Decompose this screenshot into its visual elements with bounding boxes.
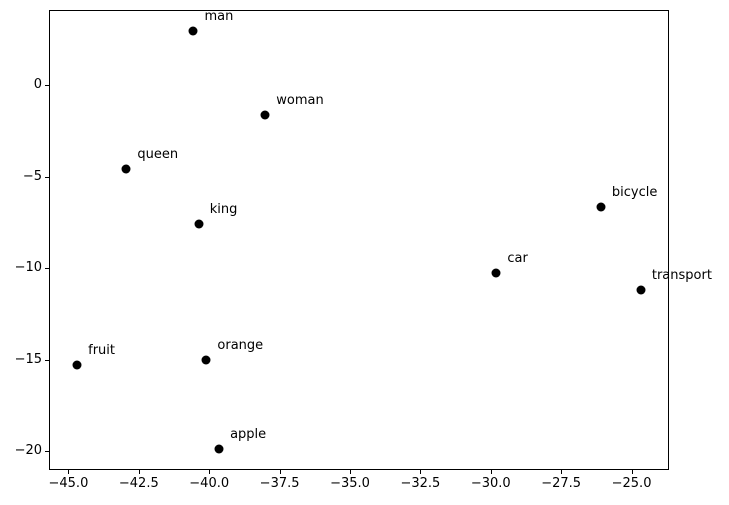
y-tick-mark [45, 451, 49, 453]
y-tick-label: −5 [22, 168, 42, 184]
point-label-queen: queen [137, 146, 179, 162]
data-point-orange [201, 355, 211, 365]
x-tick-label: −37.5 [259, 476, 300, 491]
plot-area [49, 10, 669, 470]
x-tick-mark [561, 470, 563, 474]
x-tick-mark [490, 470, 492, 474]
point-label-king: king [209, 201, 238, 217]
x-tick-label: −25.0 [611, 476, 652, 491]
x-tick-label: −32.5 [400, 476, 441, 491]
y-tick-label: −20 [14, 443, 42, 459]
data-point-queen [121, 164, 131, 174]
x-tick-mark [279, 470, 281, 474]
y-tick-label: −10 [14, 260, 42, 276]
point-label-bicycle: bicycle [611, 184, 658, 200]
x-tick-label: −40.0 [189, 476, 230, 491]
x-tick-label: −42.5 [118, 476, 159, 491]
point-label-transport: transport [651, 267, 712, 283]
point-label-orange: orange [217, 337, 264, 353]
point-label-apple: apple [230, 427, 267, 443]
y-tick-mark [45, 359, 49, 361]
point-label-fruit: fruit [88, 342, 116, 358]
x-tick-label: −27.5 [541, 476, 582, 491]
data-point-apple [214, 444, 224, 454]
data-point-woman [260, 110, 270, 120]
data-point-transport [636, 285, 646, 294]
x-tick-label: −35.0 [330, 476, 370, 491]
y-tick-label: 0 [33, 77, 42, 93]
point-label-man: man [204, 8, 234, 24]
y-tick-mark [45, 85, 49, 87]
point-label-woman: woman [276, 92, 324, 108]
x-tick-label: −45.0 [48, 476, 89, 491]
x-tick-mark [420, 470, 422, 474]
y-tick-label: −15 [14, 351, 42, 367]
point-label-car: car [507, 250, 528, 266]
data-point-king [194, 219, 204, 229]
y-tick-mark [45, 176, 49, 178]
x-tick-mark [138, 470, 140, 474]
data-point-car [491, 268, 501, 278]
x-tick-mark [209, 470, 211, 474]
x-tick-mark [631, 470, 633, 474]
y-tick-mark [45, 268, 49, 270]
x-tick-label: −30.0 [470, 476, 511, 491]
data-point-fruit [72, 360, 82, 370]
data-point-bicycle [596, 202, 606, 212]
x-tick-mark [68, 470, 70, 474]
x-tick-mark [349, 470, 351, 474]
data-point-man [188, 26, 198, 36]
